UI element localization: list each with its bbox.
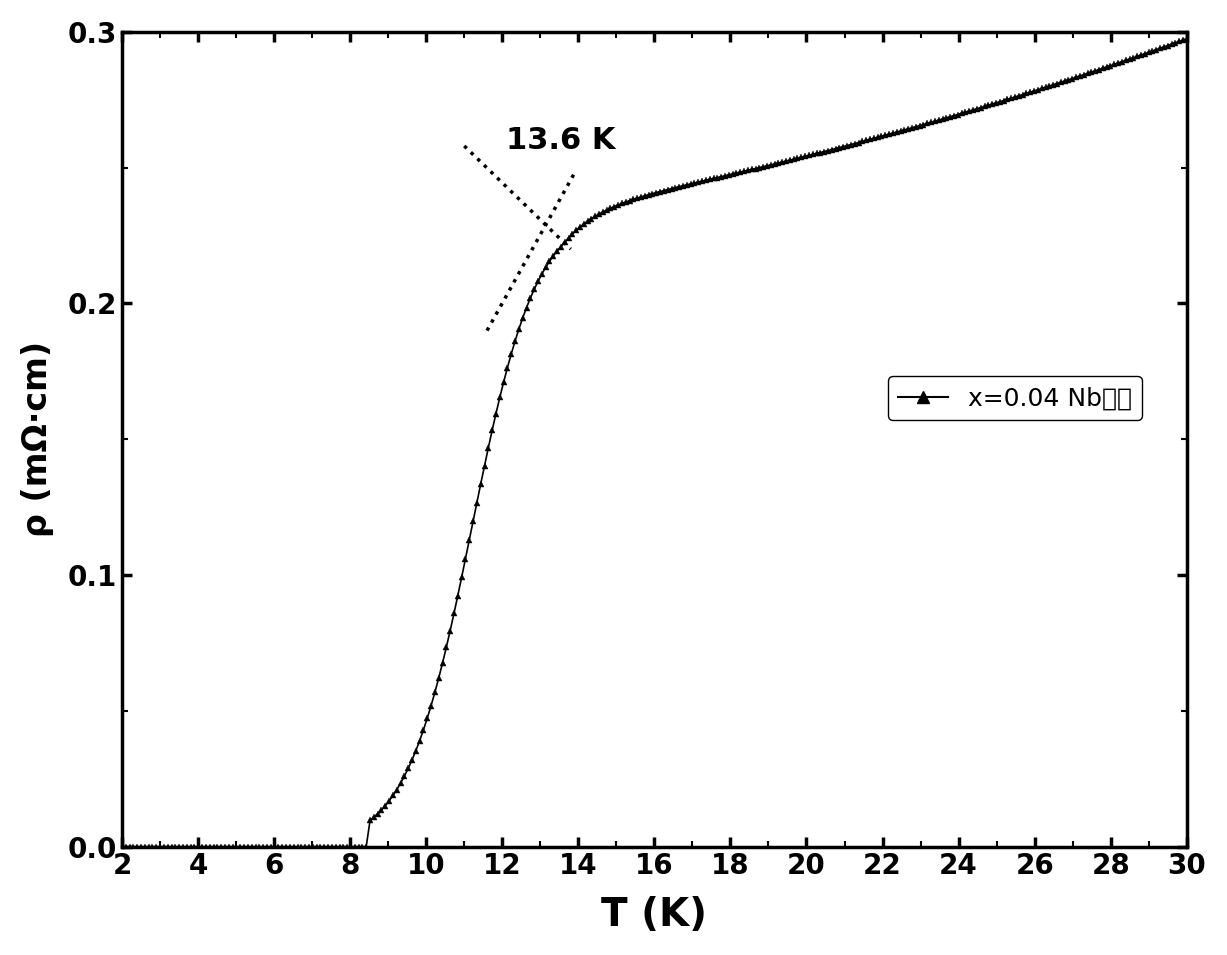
- Legend: x=0.04 Nb掺杂: x=0.04 Nb掺杂: [888, 376, 1142, 420]
- Text: 13.6 K: 13.6 K: [506, 126, 616, 155]
- x=0.04 Nb掺杂: [114, 841, 129, 853]
- Line: x=0.04 Nb掺杂: x=0.04 Nb掺杂: [119, 35, 1190, 850]
- Y-axis label: ρ (mΩ·cm): ρ (mΩ·cm): [21, 341, 54, 538]
- x=0.04 Nb掺杂: [771, 158, 785, 169]
- x=0.04 Nb掺杂: [993, 96, 1007, 108]
- x=0.04 Nb掺杂: [279, 841, 293, 853]
- x=0.04 Nb掺杂: [1000, 94, 1015, 105]
- x=0.04 Nb掺杂: [1179, 32, 1194, 44]
- x=0.04 Nb掺杂: [626, 194, 640, 205]
- X-axis label: T (K): T (K): [601, 896, 708, 934]
- x=0.04 Nb掺杂: [721, 169, 736, 180]
